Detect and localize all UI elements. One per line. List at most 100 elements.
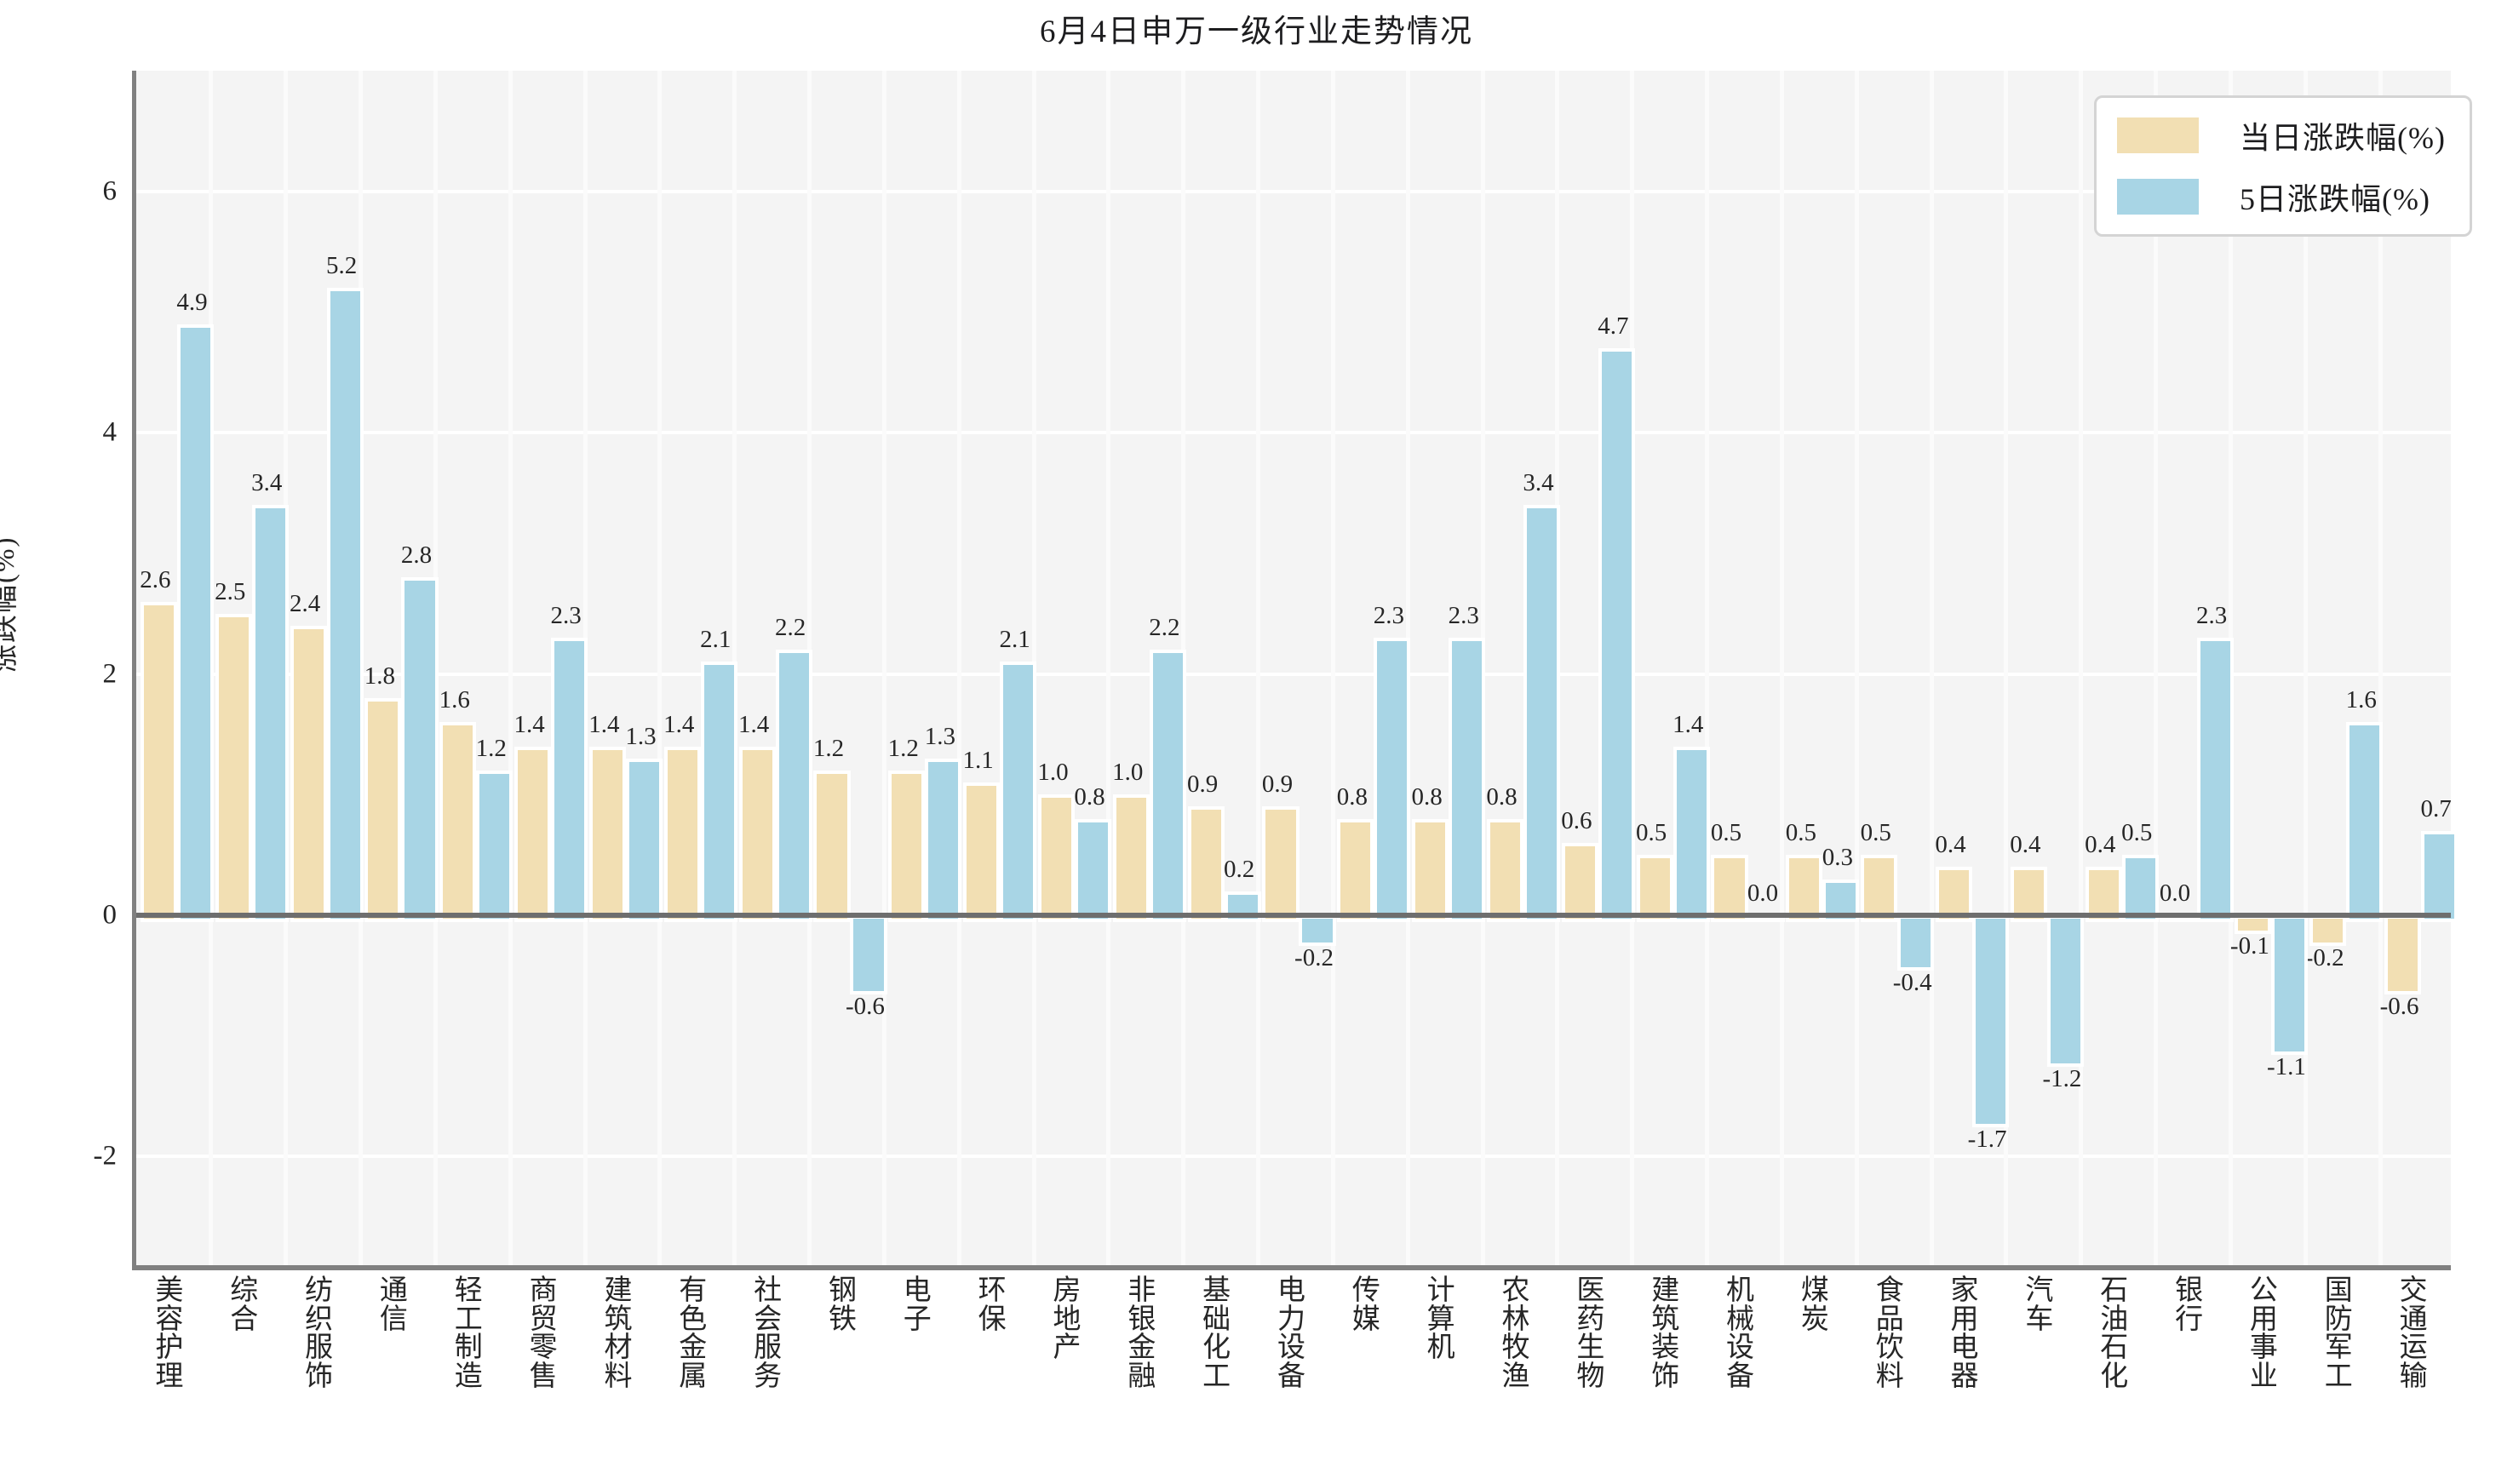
bar-current-day[interactable]	[439, 722, 477, 922]
legend-item-five-day[interactable]: 5日涨跌幅(%)	[2117, 175, 2446, 219]
bar-value-label: 1.4	[737, 710, 770, 738]
bar-current-day[interactable]	[813, 770, 851, 922]
bar-value-label: 4.9	[176, 288, 208, 316]
bar-value-label: 0.9	[1187, 771, 1219, 799]
bar-five-day[interactable]	[476, 770, 514, 922]
bar-value-label: 2.5	[215, 577, 246, 605]
bar-current-day[interactable]	[1337, 818, 1374, 922]
bar-value-label: -1.2	[2042, 1065, 2082, 1093]
bar-current-day[interactable]	[888, 770, 926, 922]
y-axis-tick-label: 2	[102, 658, 118, 690]
bar-five-day[interactable]	[251, 505, 289, 922]
bar-current-day[interactable]	[2384, 915, 2422, 995]
bar-current-day[interactable]	[140, 601, 177, 922]
bar-five-day[interactable]	[1149, 650, 1186, 922]
bar-five-day[interactable]	[700, 662, 737, 922]
bar-value-label: 0.7	[2420, 794, 2452, 822]
gridline-vertical	[2079, 71, 2084, 1265]
x-axis-tick-label: 汽车	[2025, 1275, 2054, 1335]
bar-five-day[interactable]	[1672, 746, 1710, 922]
bar-value-label: 2.1	[700, 626, 732, 654]
bar-five-day[interactable]	[1074, 818, 1112, 922]
gridline-vertical	[881, 71, 886, 1265]
bar-five-day[interactable]	[2421, 830, 2458, 922]
bar-current-day[interactable]	[1112, 794, 1150, 922]
bar-five-day[interactable]	[925, 758, 962, 922]
bar-value-label: -0.4	[1892, 968, 1932, 996]
bar-five-day[interactable]	[2121, 855, 2159, 922]
bar-current-day[interactable]	[738, 746, 776, 922]
bar-value-label: 2.1	[999, 626, 1030, 654]
bar-five-day[interactable]	[326, 288, 364, 922]
bar-value-label: 2.6	[140, 565, 171, 593]
bar-current-day[interactable]	[1561, 842, 1598, 922]
bar-current-day[interactable]	[1412, 818, 1449, 922]
bar-current-day[interactable]	[1187, 806, 1225, 922]
bar-current-day[interactable]	[2309, 915, 2347, 947]
bar-five-day[interactable]	[850, 915, 887, 995]
chart-legend[interactable]: 当日涨跌幅(%) 5日涨跌幅(%)	[2094, 95, 2472, 237]
bar-value-label: 1.4	[663, 710, 695, 738]
bar-current-day[interactable]	[215, 613, 252, 922]
bar-five-day[interactable]	[176, 324, 214, 922]
x-axis-tick-label: 轻工制造	[454, 1275, 483, 1392]
bar-five-day[interactable]	[2046, 915, 2084, 1068]
x-axis-tick-label: 煤炭	[1800, 1275, 1829, 1335]
bar-current-day[interactable]	[1636, 855, 1673, 922]
bar-value-label: 0.8	[1336, 782, 1368, 811]
bar-five-day[interactable]	[625, 758, 663, 922]
bar-five-day[interactable]	[775, 650, 812, 922]
bar-current-day[interactable]	[2235, 915, 2272, 935]
bar-value-label: 1.6	[2345, 686, 2377, 714]
bar-five-day[interactable]	[401, 577, 439, 922]
bar-current-day[interactable]	[1786, 855, 1823, 922]
bar-current-day[interactable]	[1037, 794, 1076, 922]
bar-five-day[interactable]	[2271, 915, 2309, 1055]
bar-five-day[interactable]	[1000, 662, 1037, 922]
legend-label-current-day: 当日涨跌幅(%)	[2240, 121, 2446, 155]
x-axis-tick-label: 综合	[230, 1275, 259, 1335]
bar-value-label: 2.3	[1448, 602, 1479, 630]
bar-value-label: -1.1	[2266, 1052, 2306, 1080]
bar-current-day[interactable]	[514, 746, 552, 922]
bar-value-label: 3.4	[1523, 469, 1554, 497]
bar-current-day[interactable]	[963, 782, 1001, 922]
bar-value-label: 1.2	[887, 734, 919, 762]
bar-five-day[interactable]	[1897, 915, 1935, 971]
bar-current-day[interactable]	[588, 746, 626, 922]
bar-value-label: 0.5	[2121, 819, 2153, 847]
gridline-vertical	[2303, 71, 2308, 1265]
bar-value-label: 0.6	[1561, 806, 1592, 834]
bar-value-label: 2.8	[400, 541, 433, 570]
x-axis-line	[132, 1265, 2451, 1270]
gridline-vertical	[1106, 71, 1111, 1265]
bar-value-label: 0.5	[1785, 819, 1816, 847]
bar-current-day[interactable]	[1711, 855, 1748, 922]
bar-current-day[interactable]	[663, 746, 701, 922]
bar-current-day[interactable]	[1486, 818, 1524, 922]
bar-five-day[interactable]	[1972, 915, 2010, 1127]
bar-current-day[interactable]	[1262, 806, 1300, 922]
legend-label-five-day: 5日涨跌幅(%)	[2240, 182, 2430, 216]
bar-five-day[interactable]	[1374, 638, 1411, 922]
bar-value-label: 1.8	[364, 662, 396, 690]
bar-five-day[interactable]	[2196, 638, 2234, 922]
bar-current-day[interactable]	[364, 697, 402, 922]
bar-five-day[interactable]	[551, 638, 588, 922]
bar-five-day[interactable]	[1523, 505, 1561, 922]
legend-item-current-day[interactable]: 当日涨跌幅(%)	[2117, 113, 2446, 158]
bar-five-day[interactable]	[2346, 722, 2384, 922]
x-axis-tick-label: 农林牧渔	[1501, 1275, 1530, 1392]
x-axis-tick-label: 房地产	[1053, 1275, 1082, 1364]
x-axis-tick-label: 交通运输	[2399, 1275, 2428, 1392]
bar-five-day[interactable]	[1299, 915, 1336, 947]
bar-five-day[interactable]	[1449, 638, 1486, 922]
bar-five-day[interactable]	[1598, 347, 1635, 922]
x-axis-tick-label: 美容护理	[155, 1275, 184, 1392]
bar-current-day[interactable]	[290, 625, 327, 922]
bar-value-label: 0.8	[1074, 782, 1105, 811]
x-axis-tick-label: 钢铁	[828, 1275, 857, 1335]
x-axis-tick-label: 非银金融	[1127, 1275, 1156, 1392]
bar-current-day[interactable]	[1861, 855, 1898, 922]
gridline-vertical	[1705, 71, 1710, 1265]
